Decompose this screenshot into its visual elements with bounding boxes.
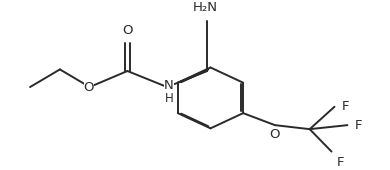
Text: H: H (165, 92, 174, 105)
Text: O: O (83, 81, 94, 94)
Text: N: N (164, 79, 174, 92)
Text: O: O (122, 24, 133, 37)
Text: H₂N: H₂N (192, 1, 217, 14)
Text: F: F (337, 156, 344, 169)
Text: F: F (355, 119, 362, 132)
Text: O: O (270, 128, 280, 141)
Text: F: F (342, 100, 349, 113)
